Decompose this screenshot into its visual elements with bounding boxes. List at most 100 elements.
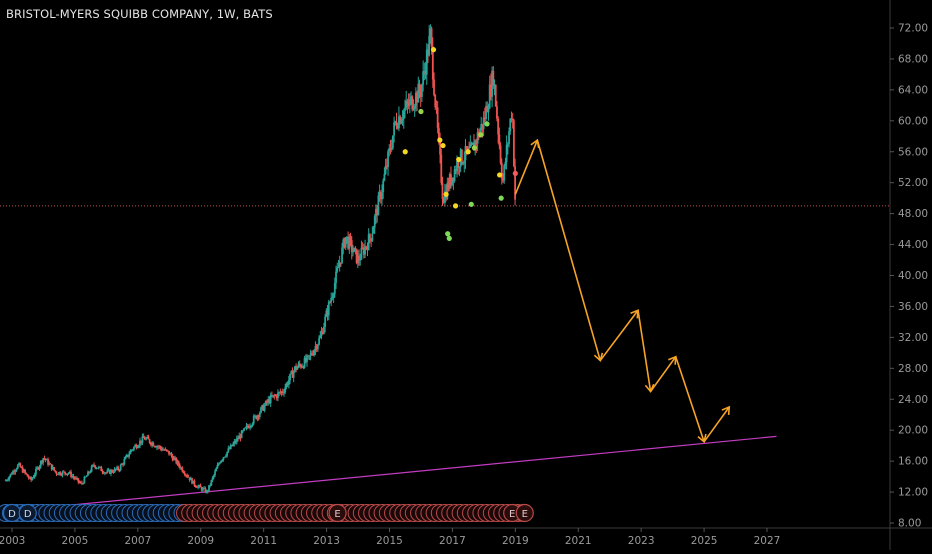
candle-body (249, 426, 252, 428)
candle-body (387, 151, 389, 167)
candle-body (38, 465, 41, 470)
signal-dot (443, 191, 449, 197)
candle-body (222, 457, 225, 460)
candle-body (19, 463, 22, 468)
candle-body (442, 198, 445, 204)
candle-body (112, 472, 115, 473)
candle-body (163, 449, 166, 451)
candle-body (43, 458, 46, 459)
candle-body (172, 457, 175, 461)
candle-body (450, 174, 452, 185)
candle-body (396, 126, 399, 129)
y-tick-label: 28.00 (898, 363, 928, 375)
candle-body (131, 449, 134, 451)
candle-body (435, 107, 438, 108)
candle-body (304, 358, 307, 363)
candle-body (267, 399, 270, 403)
candle-body (452, 177, 455, 181)
candle-body (341, 247, 343, 263)
candle-body (372, 227, 375, 234)
candle-body (492, 70, 495, 86)
candle-body (59, 472, 62, 475)
candle-body (460, 149, 463, 164)
candle-body (251, 423, 254, 426)
candle-body (383, 173, 386, 181)
candle-body (12, 471, 14, 475)
signal-dot (456, 156, 462, 163)
candle-body (87, 471, 89, 476)
candle-body (290, 371, 293, 374)
y-tick-label: 24.00 (898, 394, 928, 406)
candle-body (436, 107, 439, 128)
candle-body (27, 476, 30, 479)
candle-body (471, 142, 474, 145)
candle-body (53, 467, 56, 471)
candle-body (439, 139, 441, 155)
candle-body (248, 426, 250, 428)
candle-body (428, 36, 431, 56)
candle-body (10, 473, 13, 475)
candle-body (227, 448, 230, 452)
candle-body (388, 147, 391, 152)
dividend-marker (18, 503, 37, 523)
candle-body (431, 46, 434, 80)
candle-body (164, 449, 167, 451)
candle-body (150, 442, 152, 445)
candle-body (104, 472, 106, 474)
signal-dot (452, 203, 459, 209)
candle-body (315, 346, 318, 350)
candle-body (244, 427, 247, 429)
candle-body (389, 147, 392, 150)
candle-body (89, 471, 92, 473)
candle-body (55, 471, 58, 475)
candle-body (274, 395, 277, 397)
candle-body (469, 143, 472, 148)
candle-body (81, 482, 83, 484)
candle-body (416, 92, 418, 103)
candle-body (65, 473, 68, 475)
candle-body (118, 469, 121, 471)
x-tick-label: 2023 (628, 535, 655, 547)
candle-body (454, 169, 457, 172)
candle-body (446, 182, 449, 199)
candle-body (106, 470, 109, 473)
dividend-label: D (8, 509, 16, 520)
candle-body (137, 445, 140, 448)
candle-body (379, 192, 382, 200)
signal-dot (478, 132, 484, 138)
candle-body (56, 474, 59, 475)
candle-body (457, 161, 460, 168)
candle-body (82, 483, 85, 485)
candle-body (509, 118, 512, 132)
candle-body (185, 474, 187, 476)
candle-body (254, 415, 256, 417)
candle-body (136, 447, 139, 449)
candle-body (349, 236, 352, 241)
candle-body (111, 470, 114, 473)
candle-body (95, 467, 98, 469)
candle-body (465, 146, 468, 151)
earnings-marker (515, 503, 534, 523)
candle-body (309, 353, 312, 356)
candle-body (390, 148, 393, 150)
candle-body (437, 127, 440, 140)
candle-body (313, 350, 316, 355)
x-tick-label: 2011 (250, 535, 277, 547)
candle-body (189, 478, 192, 481)
candle-body (505, 144, 508, 163)
candle-body (159, 446, 162, 449)
candle-body (108, 469, 111, 474)
candle-body (154, 446, 157, 448)
candle-body (72, 476, 75, 478)
candle-body (157, 446, 160, 448)
candle-body (398, 116, 400, 129)
candle-body (318, 337, 320, 345)
candle-body (101, 471, 104, 473)
candle-body (464, 146, 467, 161)
candle-body (130, 449, 133, 451)
candle-body (30, 477, 33, 481)
candle-body (194, 485, 197, 487)
candle-body (192, 480, 195, 484)
candle-body (20, 467, 23, 468)
